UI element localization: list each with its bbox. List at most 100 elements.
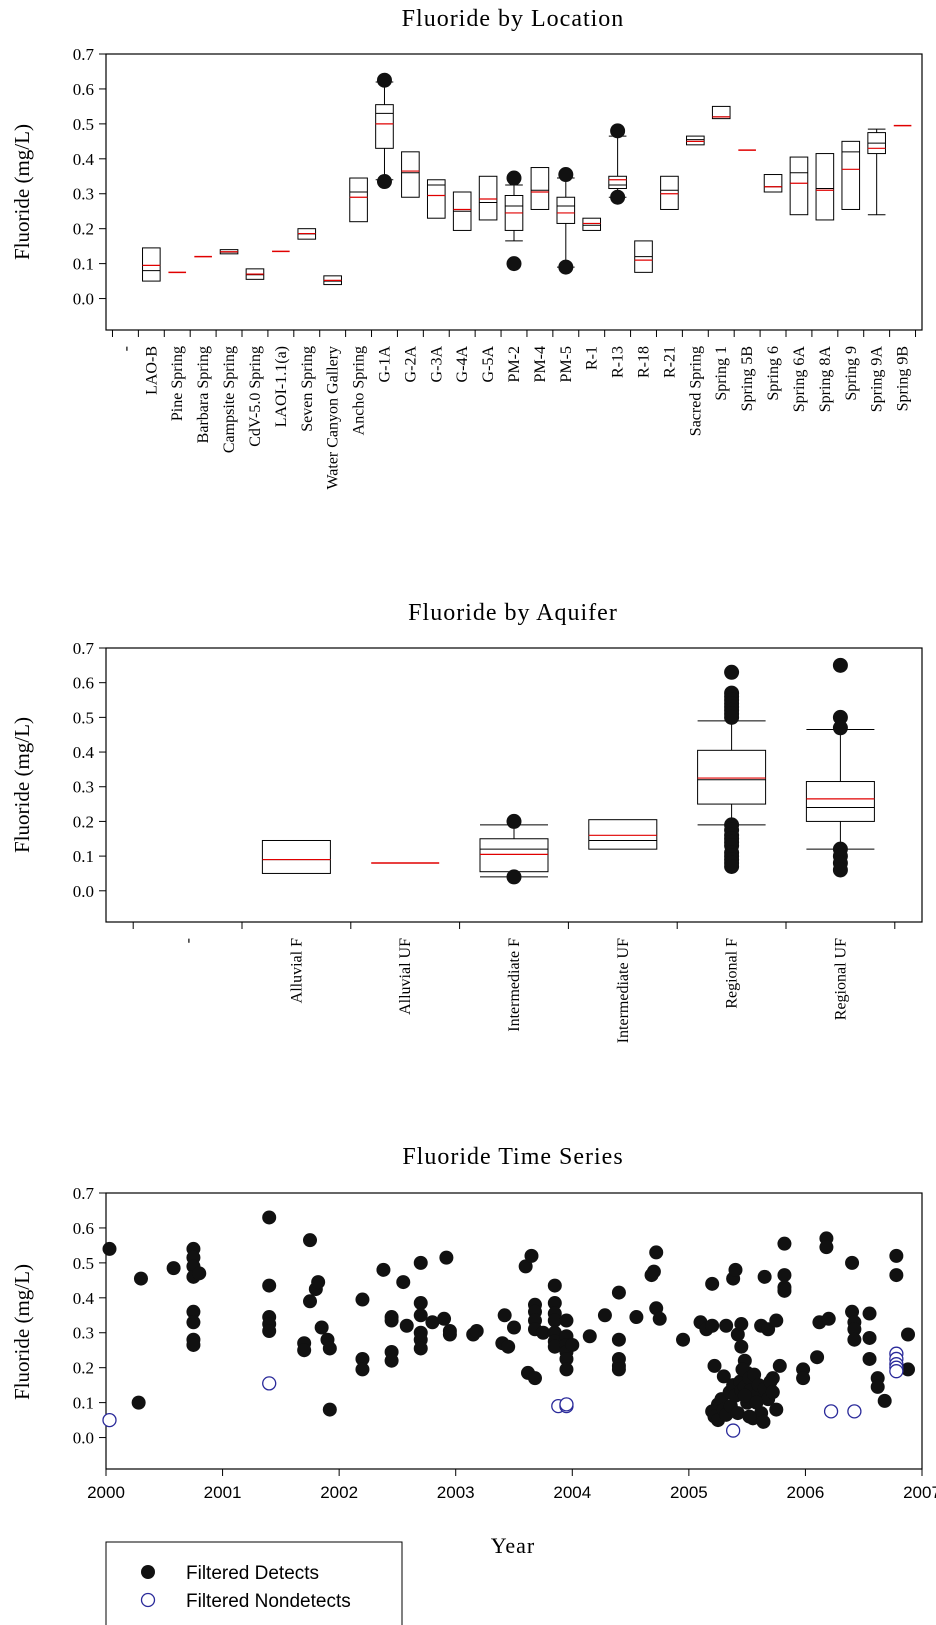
box <box>711 105 731 120</box>
x-axis-label: Year <box>491 1533 536 1558</box>
detect-point <box>547 1296 562 1311</box>
detect-point <box>507 1320 521 1335</box>
detect-point <box>597 1308 612 1323</box>
outlier-point <box>832 862 848 878</box>
y-tick-label: 0.4 <box>73 150 95 169</box>
x-tick-label: Water Canyon Gallery <box>325 346 342 490</box>
detect-point <box>847 1332 862 1347</box>
x-tick-label: G-3A <box>428 346 445 383</box>
detect-point <box>524 1248 539 1263</box>
y-axis-label: Fluoride (mg/L) <box>10 124 34 260</box>
detect-point <box>870 1379 885 1394</box>
plot-frame <box>105 647 923 923</box>
detect-point <box>413 1341 428 1356</box>
detect-point <box>384 1353 399 1368</box>
outlier-point <box>832 709 848 725</box>
detect-point <box>765 1385 780 1400</box>
x-tick-label: Spring 6 <box>765 346 782 401</box>
y-tick-label: 0.7 <box>73 1184 95 1203</box>
x-tick-label: Spring 9 <box>843 346 860 401</box>
detect-point <box>772 1358 787 1373</box>
detect-point <box>819 1240 834 1255</box>
nondetect-point <box>726 1423 741 1438</box>
detect-point <box>437 1311 452 1326</box>
x-tick-label: G-1A <box>376 346 393 383</box>
y-axis-label: Fluoride (mg/L) <box>10 1264 34 1400</box>
x-tick-label: Spring 1 <box>713 346 730 401</box>
x-tick-label: 2000 <box>87 1483 125 1502</box>
box <box>401 151 420 198</box>
detect-point <box>676 1332 691 1347</box>
y-tick-label: 0.0 <box>73 290 94 309</box>
detect-point <box>396 1275 411 1290</box>
detect-point <box>186 1337 201 1352</box>
detect-point <box>611 1332 626 1347</box>
detect-point <box>384 1313 399 1328</box>
x-tick-label: - <box>117 346 134 351</box>
detect-point <box>547 1339 562 1354</box>
detect-point <box>355 1351 370 1366</box>
box <box>479 838 549 873</box>
x-tick-label: Spring 5B <box>739 346 756 411</box>
box <box>261 839 331 874</box>
nondetect-point <box>847 1404 862 1419</box>
y-tick-label: 0.6 <box>73 80 94 99</box>
detect-point <box>889 1248 904 1263</box>
detect-point <box>901 1362 916 1377</box>
detect-point <box>821 1311 836 1326</box>
detect-point <box>536 1325 551 1340</box>
box <box>349 177 368 223</box>
box <box>697 749 767 805</box>
detect-point <box>262 1278 277 1293</box>
y-tick-label: 0.7 <box>73 639 95 658</box>
detect-point <box>501 1339 516 1354</box>
detect-point <box>889 1268 904 1283</box>
box <box>763 174 783 193</box>
detect-point <box>582 1329 597 1344</box>
box <box>841 140 861 210</box>
y-tick-label: 0.1 <box>73 1394 94 1413</box>
box <box>375 104 394 149</box>
detect-point <box>629 1310 644 1325</box>
outlier-point <box>832 657 848 673</box>
x-tick-label: Regional F <box>724 938 741 1009</box>
y-tick-label: 0.2 <box>73 812 94 831</box>
box <box>608 175 627 190</box>
x-tick-label: 2001 <box>204 1483 242 1502</box>
detect-point <box>611 1362 626 1377</box>
outlier-point <box>506 813 522 829</box>
detect-point <box>716 1369 731 1384</box>
x-tick-label: Intermediate F <box>506 938 523 1032</box>
detect-point <box>756 1414 771 1429</box>
x-tick-label: Seven Spring <box>299 346 316 432</box>
nondetect-point <box>262 1376 277 1391</box>
outlier-point <box>376 174 392 190</box>
x-tick-label: R-18 <box>636 346 653 378</box>
legend-label-detects: Filtered Detects <box>186 1563 319 1584</box>
detect-point <box>730 1406 745 1421</box>
detect-point <box>297 1343 312 1358</box>
outlier-point <box>724 664 740 680</box>
detect-point <box>707 1358 722 1373</box>
detect-point <box>749 1395 764 1410</box>
y-tick-label: 0.3 <box>73 185 94 204</box>
detect-point <box>547 1278 562 1293</box>
x-tick-label: PM-2 <box>506 346 523 382</box>
detect-point <box>737 1388 752 1403</box>
x-tick-label: Intermediate UF <box>615 938 632 1043</box>
detect-point <box>186 1315 201 1330</box>
detect-point <box>413 1255 428 1270</box>
x-tick-label: 2006 <box>787 1483 825 1502</box>
y-tick-label: 0.1 <box>73 255 94 274</box>
detect-point <box>133 1271 148 1286</box>
y-axis-label: Fluoride (mg/L) <box>10 717 34 853</box>
detect-point <box>652 1311 667 1326</box>
detect-point <box>303 1233 317 1248</box>
fluoride-time-series-chart: Fluoride Time Series Fluoride (mg/L) Yea… <box>10 1144 936 1625</box>
nondetect-point <box>823 1404 839 1419</box>
nondetect-point <box>102 1412 117 1428</box>
y-tick-label: 0.5 <box>73 115 94 134</box>
box <box>805 781 875 822</box>
outlier-point <box>506 170 522 186</box>
